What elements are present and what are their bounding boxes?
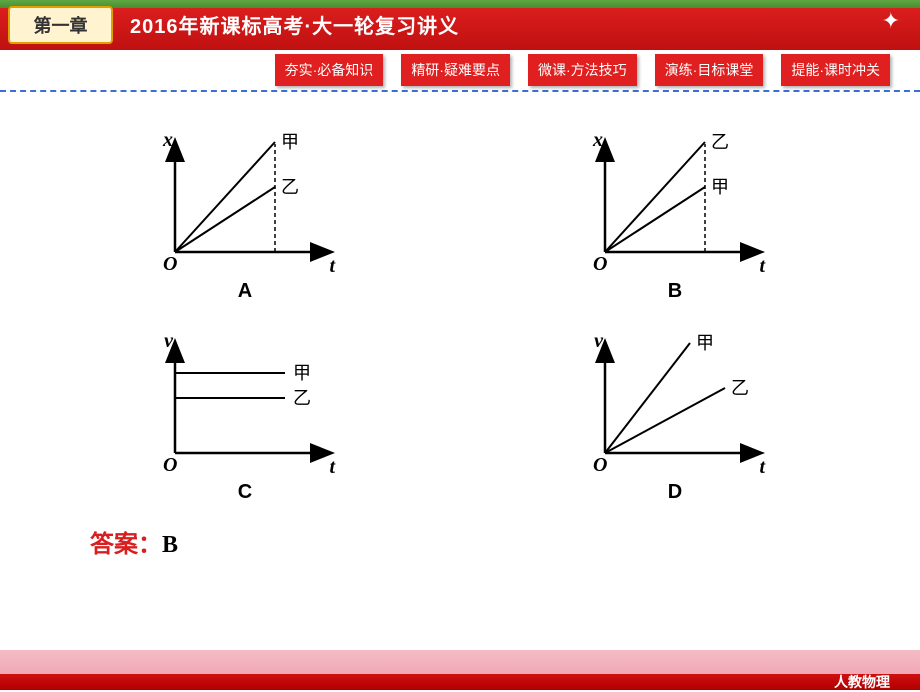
svg-text:O: O: [163, 454, 177, 473]
footer-pink: [0, 650, 920, 674]
header-title: 2016年新课标高考·大一轮复习讲义: [130, 10, 459, 39]
svg-text:甲: 甲: [696, 333, 714, 353]
svg-text:x: x: [592, 132, 603, 151]
logo-icon: ✦: [882, 8, 900, 34]
answer: 答案：B: [90, 524, 840, 559]
svg-text:t: t: [329, 255, 336, 272]
svg-text:O: O: [593, 454, 607, 473]
nav-btn-1[interactable]: 精研·疑难要点: [401, 54, 510, 86]
svg-text:v: v: [594, 333, 604, 352]
graph-C: v t O 甲乙 C: [145, 333, 345, 504]
svg-text:乙: 乙: [731, 378, 749, 398]
label-D: D: [668, 481, 682, 504]
svg-text:乙: 乙: [293, 388, 311, 408]
svg-text:t: t: [759, 255, 766, 272]
svg-text:t: t: [759, 456, 766, 473]
svg-text:乙: 乙: [711, 132, 729, 152]
chapter-badge: 第一章: [8, 6, 113, 44]
chapter-text: 第一章: [34, 12, 88, 38]
svg-text:O: O: [163, 253, 177, 272]
svg-text:x: x: [162, 132, 173, 151]
nav-btn-2[interactable]: 微课·方法技巧: [528, 54, 637, 86]
footer-text: 人教物理: [834, 672, 890, 692]
label-C: C: [238, 481, 252, 504]
green-stripe: [0, 0, 920, 8]
nav-row: 夯实·必备知识 精研·疑难要点 微课·方法技巧 演练·目标课堂 提能·课时冲关: [0, 50, 920, 92]
label-B: B: [668, 280, 682, 303]
nav-btn-3[interactable]: 演练·目标课堂: [655, 54, 764, 86]
graph-A: x t O 甲乙 A: [145, 132, 345, 303]
footer-red: 人教物理: [0, 674, 920, 690]
svg-text:O: O: [593, 253, 607, 272]
svg-text:乙: 乙: [281, 177, 299, 197]
header: 第一章 2016年新课标高考·大一轮复习讲义 ✦: [0, 0, 920, 50]
svg-text:甲: 甲: [281, 132, 299, 152]
nav-btn-0[interactable]: 夯实·必备知识: [275, 54, 384, 86]
nav-btn-4[interactable]: 提能·课时冲关: [781, 54, 890, 86]
footer: 人教物理: [0, 650, 920, 690]
graph-grid: xtO甲乙 A xtO乙甲 B vtO甲乙 C vtO甲乙 D: [80, 132, 840, 504]
svg-text:甲: 甲: [711, 177, 729, 197]
graph-B: x t O 乙甲 B: [575, 132, 775, 303]
answer-label: 答案：: [90, 531, 162, 558]
label-A: A: [238, 280, 252, 303]
svg-text:甲: 甲: [293, 363, 311, 383]
answer-value: B: [162, 532, 178, 558]
svg-text:t: t: [329, 456, 336, 473]
svg-text:v: v: [164, 333, 174, 352]
graph-D: v t O 甲乙 D: [575, 333, 775, 504]
content: xtO甲乙 A xtO乙甲 B vtO甲乙 C vtO甲乙 D 答案：B: [0, 92, 920, 569]
